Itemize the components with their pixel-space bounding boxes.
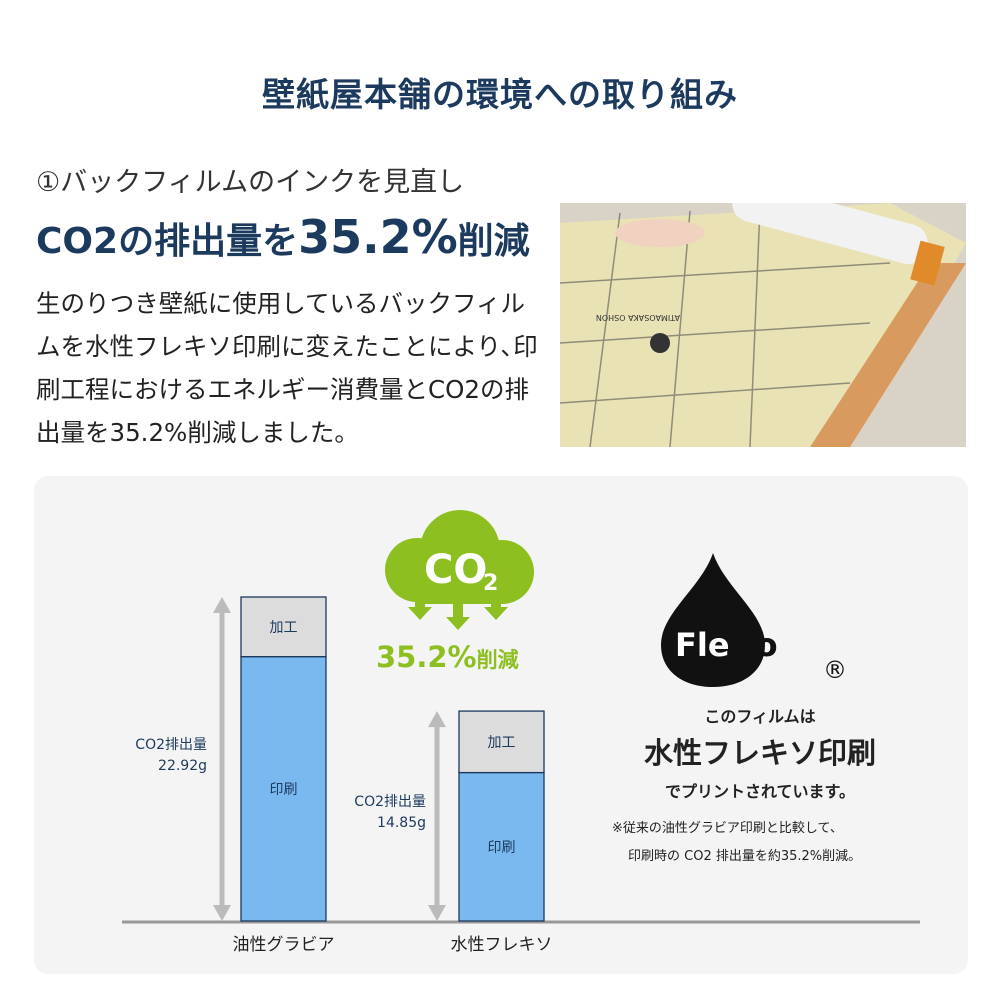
headline: CO2の排出量を35.2%削減 [36,210,530,264]
total-value: 14.85g [377,815,426,831]
cloud-co-label: CO [424,547,487,593]
arrow-head-up [213,597,231,613]
flexo-line3: でプリントされています。 [665,782,855,801]
co2-cloud-icon: CO 2 [385,510,534,630]
reduction-label: 35.2%削減 [376,640,519,674]
cloud-subscript: 2 [483,571,498,596]
flexo-note2: 印刷時の CO2 排出量を約35.2%削減。 [628,849,862,864]
flexo-note1: ※従来の油性グラビア印刷と比較して、 [612,821,843,836]
reduction-suffix: 削減 [476,648,519,672]
category-label: 油性グラビア [233,935,335,955]
bar-segment-label: 印刷 [488,840,516,856]
bar-印刷 [240,656,327,922]
product-photo: ATIMAOSAKA OSHON [560,203,966,447]
total-label: CO2排出量 [135,737,207,753]
bar-加工 [240,596,327,658]
bar-segment-label: 印刷 [270,782,298,798]
arrow-head-down [213,905,231,921]
total-value: 22.92g [158,758,207,774]
bar-segment-label: 加工 [270,620,298,636]
flexo-logo: Fle xo ® [661,553,847,687]
step-heading: ①バックフィルムのインクを見直し [36,167,465,198]
film-print-mark: ATIMAOSAKA OSHON [596,313,680,322]
page-title: 壁紙屋本舗の環境への取り組み [262,75,738,114]
headline-pre: CO2の排出量を [36,221,299,262]
headline-post: 削減 [457,221,530,262]
category-label: 水性フレキソ [451,935,553,955]
bar-segment-label: 加工 [488,735,516,751]
bar-加工 [458,710,545,774]
reduction-value: 35.2% [376,640,477,674]
registered-mark: ® [823,656,847,684]
flexo-line2: 水性フレキソ印刷 [643,736,876,770]
arrow-head-down [428,905,446,921]
flexo-wordmark-left: Fle [675,626,730,664]
wallpaper-roll-illustration: ATIMAOSAKA OSHON [560,203,966,447]
arrow-head-up [428,711,446,728]
body-text: 生のりつき壁紙に使用しているバックフィルムを水性フレキソ印刷に変えたことにより､… [36,289,538,447]
bar-印刷 [458,771,545,922]
headline-percent: 35.2% [298,210,458,264]
flexo-line1: このフィルムは [704,707,816,726]
flexo-wordmark: xo [735,626,778,664]
total-label: CO2排出量 [354,794,426,810]
